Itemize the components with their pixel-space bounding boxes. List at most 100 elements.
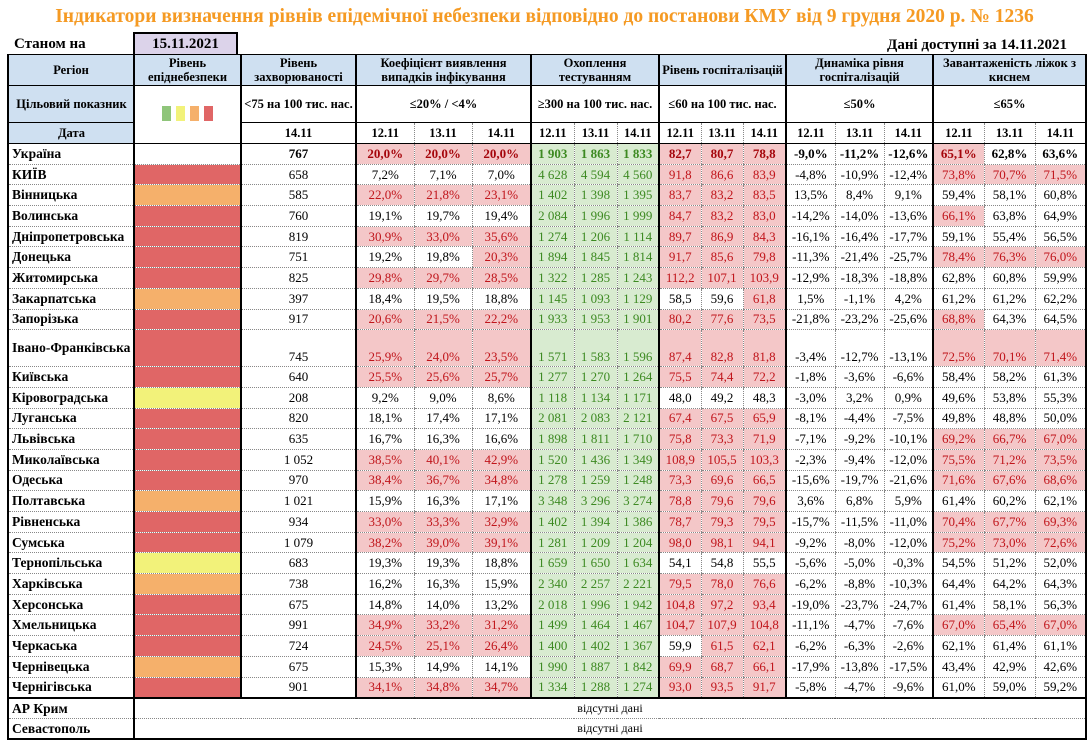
beds-value: 73,5% (1034, 448, 1087, 471)
hosp-value: 61,8 (742, 287, 787, 310)
coef-value: 33,0% (413, 225, 472, 248)
dyn-value: -13,6% (883, 205, 934, 227)
coef-value: 38,5% (355, 448, 414, 471)
dyn-value: -10,1% (883, 428, 934, 450)
beds-value: 50,0% (1034, 407, 1087, 430)
hosp-value: 87,4 (658, 329, 702, 368)
beds-value: 69,3% (1034, 511, 1087, 533)
as-of-label: Станом на (14, 36, 86, 52)
beds-value: 72,6% (1034, 531, 1087, 554)
dyn-value: 6,8% (834, 490, 885, 512)
testing-value: 1 467 (616, 614, 660, 637)
dyn-value: -0,3% (883, 552, 934, 575)
dyn-value: -8,8% (834, 573, 885, 595)
hosp-value: 94,1 (742, 531, 787, 554)
hosp-value: 78,8 (742, 143, 787, 165)
table-row: Київська 640 25,5% 25,6% 25,7% 1 277 1 270 1 26… (7, 366, 1087, 388)
hosp-value: 72,2 (742, 366, 787, 388)
level-swatch-green (162, 105, 171, 121)
testing-value: 1 520 (530, 448, 574, 471)
coef-value: 40,1% (413, 448, 472, 471)
testing-value: 1 248 (616, 469, 660, 492)
beds-value: 71,5% (1034, 163, 1087, 186)
beds-value: 59,1% (932, 225, 985, 248)
coef-value: 23,5% (471, 329, 531, 368)
beds-value: 59,2% (1034, 676, 1087, 699)
beds-value: 56,3% (1034, 593, 1087, 616)
incidence-value: 738 (240, 573, 356, 595)
hosp-value: 97,2 (700, 593, 744, 616)
testing-value: 2 018 (530, 593, 574, 616)
dyn-value: -21,8% (785, 308, 836, 331)
table-row: Полтавська 1 021 15,9% 16,3% 17,1% 3 348 3 296… (7, 490, 1087, 512)
beds-value: 75,2% (932, 531, 985, 554)
header-incidence: Рівень захворюваності (240, 54, 357, 86)
coef-value: 16,3% (413, 573, 472, 595)
testing-value: 1 243 (616, 267, 660, 289)
testing-value: 1 349 (616, 448, 660, 471)
level-indicator (133, 428, 241, 450)
beds-value: 62,2% (1034, 287, 1087, 310)
coef-value: 14,0% (413, 593, 472, 616)
incidence-value: 819 (240, 225, 356, 248)
dyn-value: -2,3% (785, 448, 836, 471)
incidence-value: 767 (240, 143, 356, 165)
region-name: Рівненська (7, 511, 134, 533)
region-name: Івано-Франківська (7, 329, 134, 368)
beds-value: 64,3% (1034, 573, 1087, 595)
region-name: Харківська (7, 573, 134, 595)
table-row: Херсонська 675 14,8% 14,0% 13,2% 2 018 1 996 1 … (7, 593, 1087, 616)
dyn-value: -11,0% (883, 511, 934, 533)
beds-value: 66,7% (983, 428, 1036, 450)
coef-value: 15,9% (471, 573, 531, 595)
dyn-value: -18,8% (883, 267, 934, 289)
level-indicator (133, 614, 241, 637)
incidence-value: 640 (240, 366, 356, 388)
testing-value: 1 274 (530, 225, 574, 248)
testing-value: 1 274 (616, 676, 660, 699)
table-row: Запорізька 917 20,6% 21,5% 22,2% 1 933 1 953 1 … (7, 308, 1087, 331)
coef-value: 42,9% (471, 448, 531, 471)
region-name: Чернігівська (7, 676, 134, 699)
beds-value: 71,6% (932, 469, 985, 492)
beds-value: 75,5% (932, 448, 985, 471)
coef-value: 20,0% (471, 143, 531, 165)
testing-value: 1 118 (530, 386, 574, 409)
dyn-value: -19,7% (834, 469, 885, 492)
coef-value: 23,1% (471, 184, 531, 207)
level-swatch-orange (190, 105, 199, 121)
as-of-date: 15.11.2021 (133, 32, 238, 54)
hosp-value: 79,8 (742, 246, 787, 269)
region-name: Дніпропетровська (7, 225, 134, 248)
level-indicator (133, 287, 241, 310)
hosp-value: 73,3 (700, 428, 744, 450)
table-row: Одеська 970 38,4% 36,7% 34,8% 1 278 1 259 1 248… (7, 469, 1087, 492)
hosp-value: 62,1 (742, 635, 787, 657)
dyn-value: -9,2% (834, 428, 885, 450)
page-title: Індикатори визначення рівнів епідемічної… (55, 6, 1034, 27)
beds-value: 71,2% (983, 448, 1036, 471)
coef-value: 20,0% (413, 143, 472, 165)
data-available-label: Дані доступні за 14.11.2021 (887, 37, 1067, 53)
beds-value: 65,1% (932, 143, 985, 165)
testing-value: 2 257 (573, 573, 617, 595)
dyn-value: -16,4% (834, 225, 885, 248)
date-beds-1: 13.11 (983, 122, 1036, 144)
testing-value: 1 145 (530, 287, 574, 310)
incidence-value: 1 021 (240, 490, 356, 512)
beds-value: 62,1% (932, 635, 985, 657)
testing-value: 1 842 (616, 655, 660, 678)
hosp-value: 69,9 (658, 655, 702, 678)
level-indicator (133, 205, 241, 227)
hosp-value: 61,5 (700, 635, 744, 657)
coef-value: 30,9% (355, 225, 414, 248)
beds-value: 72,5% (932, 329, 985, 368)
dyn-value: -14,0% (834, 205, 885, 227)
coef-value: 21,5% (413, 308, 472, 331)
hosp-value: 67,5 (700, 407, 744, 430)
coef-value: 16,3% (413, 490, 472, 512)
hosp-value: 79,5 (658, 573, 702, 595)
coef-value: 19,2% (355, 246, 414, 269)
incidence-value: 917 (240, 308, 356, 331)
date-dyn-2: 14.11 (883, 122, 934, 144)
